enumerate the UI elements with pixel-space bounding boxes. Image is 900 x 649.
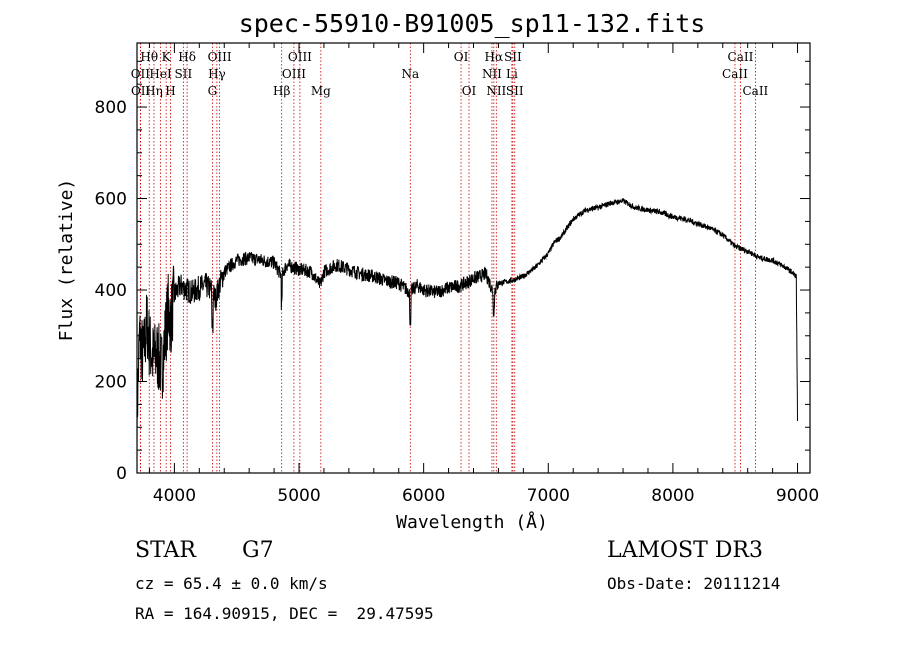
line-label: Hθ [140, 50, 158, 64]
line-label: SII [175, 67, 193, 81]
object-subclass: G7 [242, 538, 274, 563]
line-label: HeI [149, 67, 172, 81]
line-label: K [162, 50, 172, 64]
line-label: Hγ [208, 67, 226, 81]
line-label: Hδ [178, 50, 196, 64]
spectrum-line [136, 198, 798, 455]
line-label: OI [462, 84, 477, 98]
chart-title: spec-55910-B91005_sp11-132.fits [239, 9, 706, 38]
line-label: OIII [208, 50, 232, 64]
x-tick-label: 9000 [776, 486, 819, 506]
y-axis-ticks: 0 200 400 600 800 [95, 60, 810, 484]
line-label: Hα [485, 50, 504, 64]
y-axis-label: Flux (relative) [56, 179, 77, 342]
x-tick-label: 5000 [277, 486, 320, 506]
line-markers [139, 43, 756, 473]
line-label: OIII [288, 50, 312, 64]
line-label: OII [131, 84, 151, 98]
line-label: H [165, 84, 175, 98]
line-label: Mg [311, 84, 331, 98]
x-tick-label: 7000 [527, 486, 570, 506]
y-tick-label: 800 [95, 98, 127, 118]
observation-date: Obs-Date: 20111214 [607, 574, 781, 593]
line-label: CaII [722, 67, 748, 81]
x-axis-label: Wavelength (Å) [396, 511, 548, 533]
y-tick-label: 200 [95, 373, 127, 393]
line-labels: HθOIIOIIHηHeIKHSIIHδHγGOIIIHβOIIIOIIIMgN… [131, 50, 769, 98]
line-label: OIII [282, 67, 306, 81]
coordinates-readout: RA = 164.90915, DEC = 29.47595 [135, 604, 434, 623]
line-label: Hη [145, 84, 163, 98]
x-axis-ticks: 4000 5000 6000 7000 8000 9000 [148, 43, 819, 506]
survey-name: LAMOST DR3 [607, 538, 763, 563]
line-label: CaII [742, 84, 768, 98]
line-label: NII [486, 84, 506, 98]
y-tick-label: 400 [95, 281, 127, 301]
line-label: OII [131, 67, 151, 81]
line-label: Na [401, 67, 419, 81]
line-label: Hβ [273, 84, 290, 98]
y-tick-label: 0 [116, 464, 127, 484]
line-label: Li [506, 67, 518, 81]
line-label: NII [482, 67, 502, 81]
y-tick-label: 600 [95, 190, 127, 210]
x-tick-label: 6000 [402, 486, 445, 506]
line-label: OI [454, 50, 469, 64]
x-tick-label: 8000 [651, 486, 694, 506]
line-label: SII [504, 50, 522, 64]
x-tick-label: 4000 [153, 486, 196, 506]
object-class: STAR [135, 538, 196, 563]
line-label: SII [506, 84, 524, 98]
redshift-readout: cz = 65.4 ± 0.0 km/s [135, 574, 328, 593]
line-label: G [208, 84, 218, 98]
line-label: CaII [728, 50, 754, 64]
